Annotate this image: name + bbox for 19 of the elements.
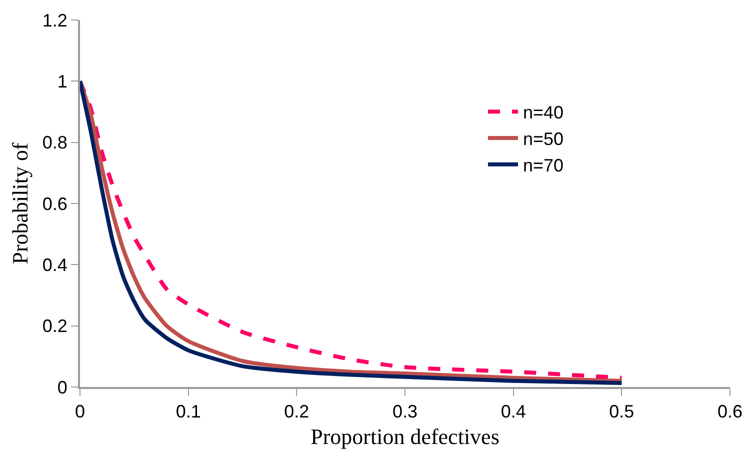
legend-label: n=40: [523, 102, 564, 123]
x-tick-label: 0: [74, 402, 86, 422]
x-tick-label: 0.2: [284, 402, 310, 422]
y-tick-label: 1.2: [42, 10, 68, 30]
x-tick-label: 0.3: [392, 402, 418, 422]
legend-label: n=50: [523, 129, 564, 150]
x-tick-label: 0.1: [176, 402, 201, 422]
x-tick-label: 0.5: [609, 402, 634, 422]
x-tick-label: 0.4: [500, 402, 526, 422]
y-tick-label: 0.8: [42, 132, 68, 153]
y-axis-title: Probability of: [8, 142, 33, 264]
y-tick-label: 0.2: [42, 316, 68, 336]
y-tick-label: 1: [57, 71, 68, 92]
x-tick-label: 0.6: [717, 402, 743, 422]
y-tick-label: 0.4: [42, 254, 68, 275]
legend-label: n=70: [523, 155, 564, 176]
y-tick-label: 0: [57, 377, 68, 398]
y-tick-label: 0.6: [42, 194, 68, 214]
x-axis-title: Proportion defectives: [310, 424, 500, 449]
